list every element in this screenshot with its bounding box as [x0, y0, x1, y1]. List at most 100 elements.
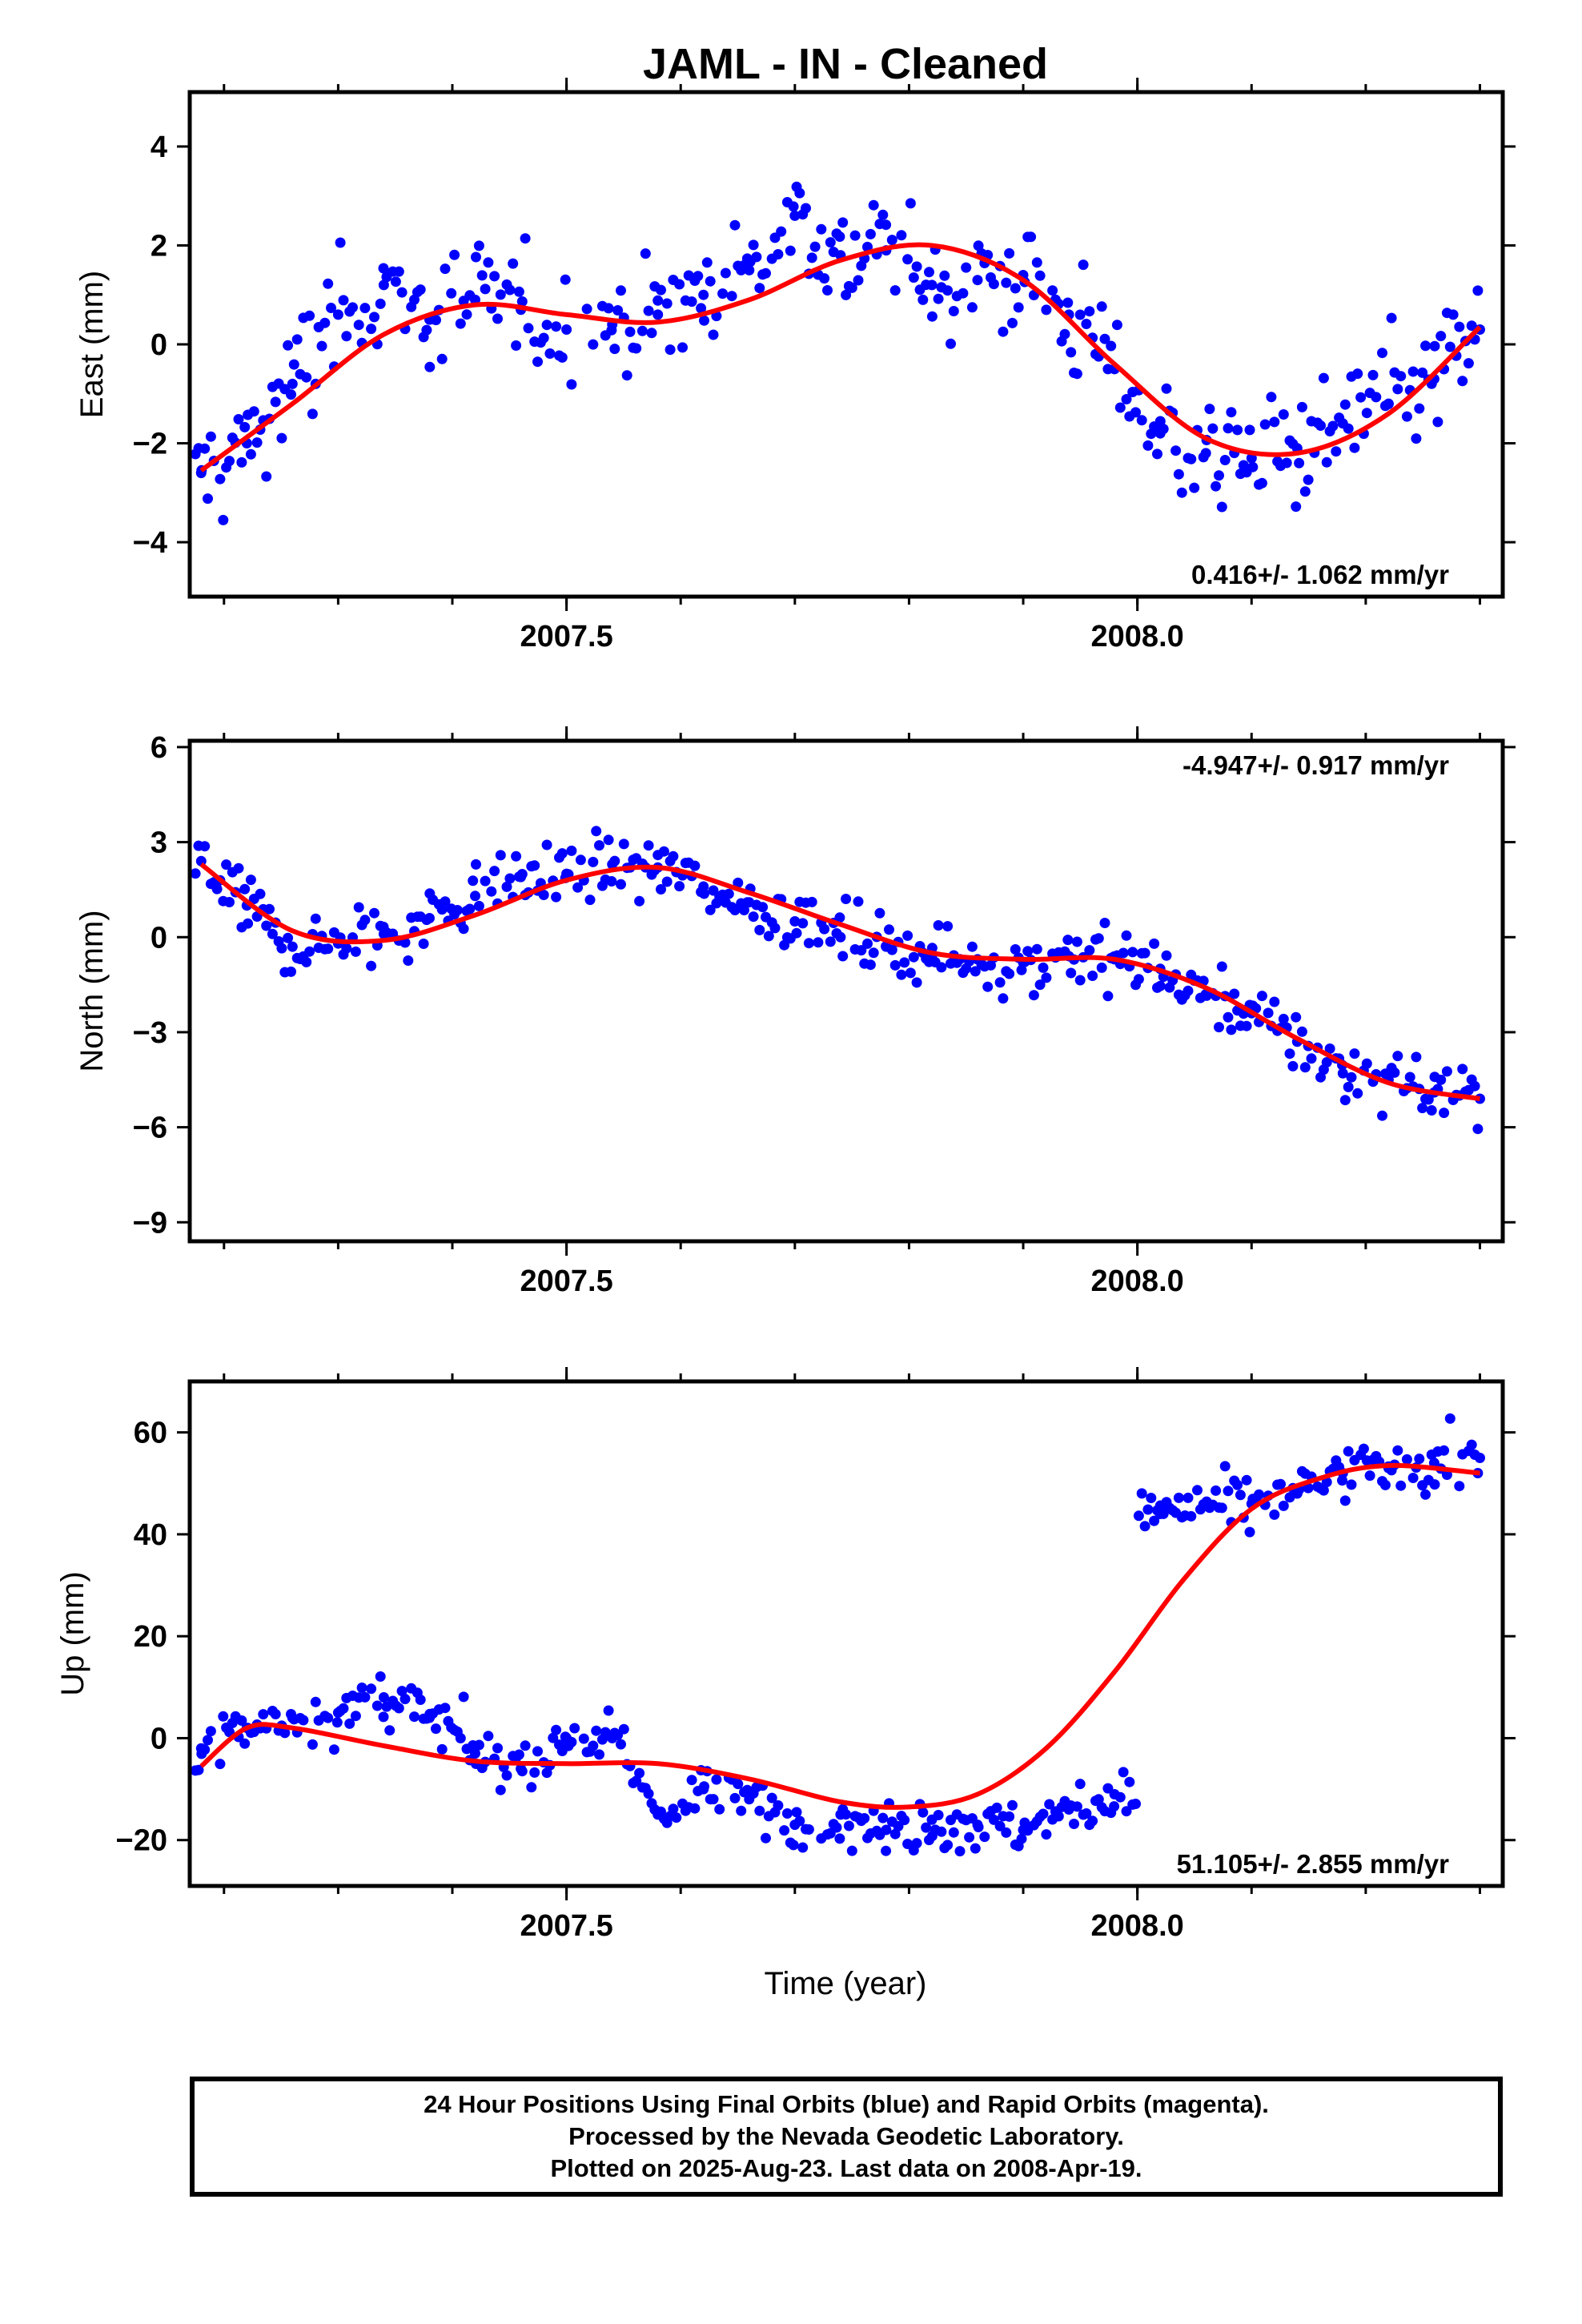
data-point [1170, 445, 1182, 456]
data-point [902, 1839, 913, 1849]
data-point [520, 1740, 531, 1751]
data-point [511, 340, 522, 351]
data-point [1355, 392, 1367, 403]
data-point [203, 493, 213, 505]
data-point [729, 1792, 741, 1803]
data-point [504, 873, 516, 884]
data-point [926, 279, 938, 291]
data-point [233, 862, 244, 874]
data-point [1022, 946, 1034, 957]
data-point [1121, 1806, 1132, 1817]
data-point [396, 287, 408, 298]
data-point [1435, 1074, 1447, 1085]
data-point [594, 840, 604, 851]
data-point [1031, 257, 1042, 268]
data-point [1109, 1801, 1120, 1812]
data-point [1339, 1095, 1351, 1106]
data-point [1454, 1481, 1465, 1492]
data-point [495, 289, 506, 300]
data-point [1093, 1794, 1104, 1805]
data-point [287, 941, 298, 952]
data-point [1063, 1804, 1074, 1815]
data-point [616, 285, 626, 296]
caption-line: Plotted on 2025-Aug-23. Last data on 200… [550, 2154, 1142, 2182]
data-point [1281, 457, 1292, 468]
y-tick-label: 0 [151, 921, 167, 955]
data-point [1223, 1011, 1234, 1023]
data-point [600, 1727, 611, 1738]
data-point [862, 938, 873, 949]
data-point [461, 309, 472, 320]
data-point [794, 187, 805, 199]
data-point [1291, 501, 1302, 513]
data-point [831, 1822, 842, 1833]
data-point [779, 1825, 790, 1836]
data-point [911, 1838, 922, 1849]
data-point [548, 1732, 559, 1743]
data-point [835, 931, 846, 943]
x-axis-label: Time (year) [765, 1966, 927, 2001]
data-point [1041, 1829, 1052, 1840]
data-point [276, 432, 287, 444]
data-point [723, 888, 734, 899]
data-point [218, 1711, 229, 1722]
data-point [575, 854, 586, 866]
data-point [865, 959, 876, 971]
data-point [868, 199, 879, 211]
data-point [652, 309, 664, 320]
data-point [686, 1775, 697, 1786]
data-point [359, 1691, 371, 1703]
data-point [1241, 1474, 1252, 1486]
data-point [418, 939, 429, 949]
data-point [245, 875, 256, 886]
data-point [239, 883, 251, 895]
data-point [538, 332, 549, 344]
data-point [221, 859, 232, 870]
data-point [516, 871, 527, 883]
data-point [1074, 1779, 1086, 1790]
data-point [584, 895, 596, 906]
data-point [341, 943, 352, 954]
data-point [868, 947, 879, 959]
plot-frame [187, 90, 1505, 599]
data-point [877, 209, 889, 220]
data-point [809, 241, 821, 252]
data-point [455, 1733, 466, 1743]
data-point [744, 1794, 755, 1805]
data-point [520, 233, 531, 244]
data-point [835, 1809, 846, 1820]
data-point [1081, 319, 1092, 329]
data-point [773, 249, 784, 259]
position-points [190, 1413, 1485, 1857]
data-point [544, 348, 556, 359]
data-point [415, 1695, 426, 1705]
data-point [881, 1824, 892, 1835]
data-point [1287, 1060, 1299, 1072]
data-point [316, 340, 327, 352]
data-point [436, 353, 448, 364]
data-point [942, 285, 954, 296]
data-point [1321, 1477, 1332, 1488]
data-point [1182, 1492, 1194, 1503]
data-point [513, 1749, 524, 1760]
data-point [776, 226, 787, 237]
data-point [1173, 468, 1184, 480]
data-point [652, 295, 664, 306]
data-point [1349, 1048, 1360, 1059]
data-point [556, 352, 568, 363]
data-point [1214, 1022, 1224, 1033]
data-point [677, 342, 688, 353]
data-point [674, 279, 685, 290]
data-point [211, 883, 223, 895]
data-point [551, 1724, 562, 1735]
data-point [458, 923, 469, 935]
data-point [1139, 1521, 1150, 1532]
data-point [239, 421, 251, 432]
x-tick-label: 2008.0 [1091, 1909, 1184, 1943]
data-point [1337, 1068, 1348, 1079]
data-point [1004, 968, 1015, 979]
data-point [215, 473, 226, 485]
data-point [970, 966, 981, 977]
y-tick-label: −4 [133, 526, 167, 560]
